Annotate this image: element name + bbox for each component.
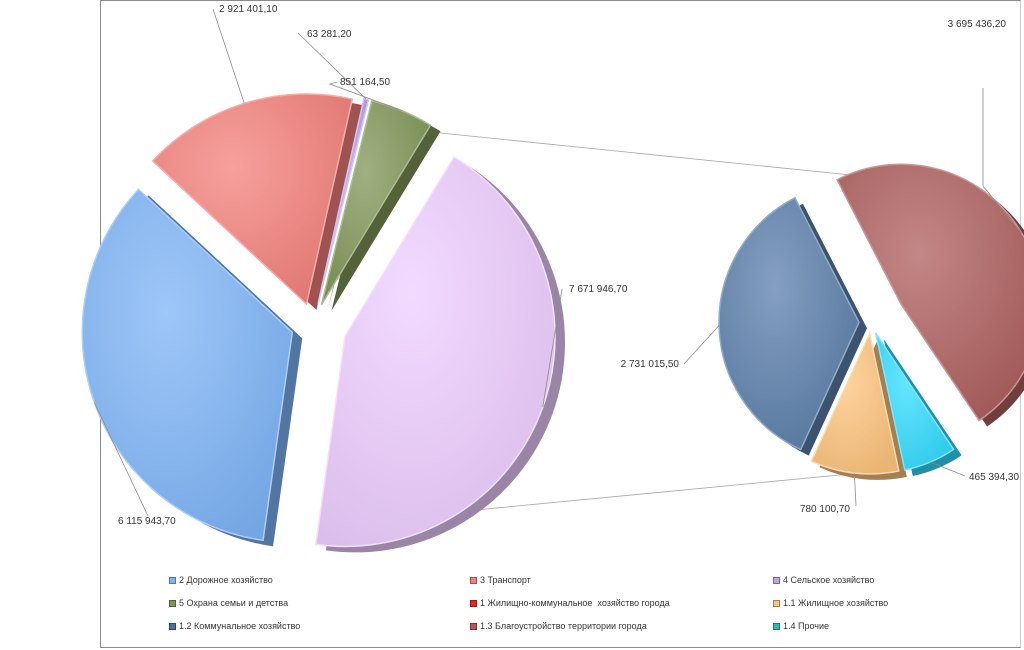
primary-3-транспорт-slice: [151, 93, 354, 306]
primary-1-жилищно-коммунальное-хозяйство-города-leader-line: [542, 288, 563, 408]
secondary-1-3-благоустройство-территории-города-data-label: 3 695 436,20: [948, 19, 1007, 30]
secondary-1-1-жилищное-хозяйство-leader-line: [853, 473, 857, 507]
secondary-1-1-жилищное-хозяйство-data-label: 780 100,70: [800, 504, 850, 515]
primary-4-сельское-хозяйство-data-label: 63 281,20: [307, 29, 352, 40]
secondary-1-2-коммунальное-хозяйство-data-label: 2 731 015,50: [621, 359, 680, 370]
primary-4-сельское-хозяйство-slice: [317, 97, 370, 304]
primary-3-транспорт-data-label: 2 921 401,10: [219, 4, 278, 15]
primary-2-дорожное-хозяйство-data-label: 6 115 943,70: [118, 516, 176, 527]
primary-5-охрана-семьи-и-детства-leader-line: [328, 81, 403, 112]
primary-5-охрана-семьи-и-детства-depth: [331, 106, 441, 311]
primary-5-охрана-семьи-и-детства-data-label: 851 164,50: [340, 77, 390, 88]
connector-line-top: [371, 125, 881, 179]
secondary-1-2-коммунальное-хозяйство-leader-line: [683, 325, 720, 365]
primary-1-жилищно-коммунальное-хозяйство-города-data-label: 7 671 946,70: [569, 284, 628, 295]
secondary-1-1-жилищное-хозяйство-slice: [810, 331, 900, 475]
secondary-1-3-благоустройство-территории-города-leader-line: [982, 88, 1023, 234]
primary-2-дорожное-хозяйство-slice: [81, 188, 294, 542]
secondary-1-4-прочие-leader-line: [930, 461, 966, 477]
primary-3-транспорт-leader-line: [212, 8, 245, 104]
primary-4-сельское-хозяйство-leader-line: [297, 32, 367, 100]
primary-2-дорожное-хозяйство-leader-line: [93, 402, 149, 517]
secondary-1-4-прочие-slice: [874, 332, 955, 471]
secondary-1-4-прочие-data-label: 465 394,30: [969, 472, 1019, 483]
